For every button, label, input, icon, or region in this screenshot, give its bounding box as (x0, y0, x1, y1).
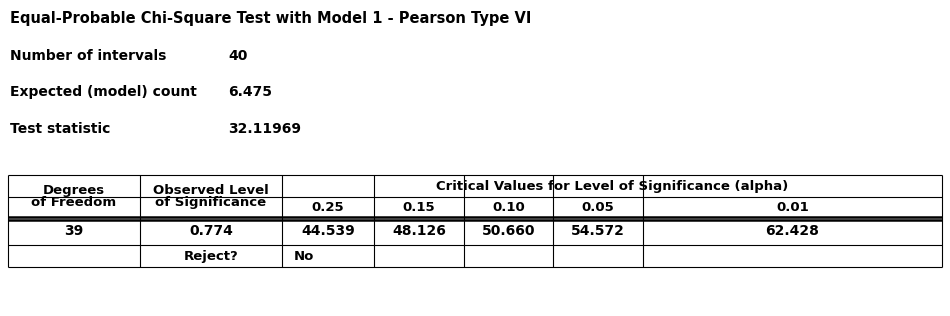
Text: 0.05: 0.05 (581, 201, 615, 214)
Text: No: No (294, 250, 314, 263)
Text: 48.126: 48.126 (392, 224, 446, 238)
Text: Critical Values for Level of Significance (alpha): Critical Values for Level of Significanc… (436, 180, 788, 193)
Text: 50.660: 50.660 (482, 224, 535, 238)
Text: 6.475: 6.475 (228, 85, 272, 99)
Text: of Significance: of Significance (156, 196, 267, 210)
Text: Reject?: Reject? (183, 250, 238, 263)
Text: of Freedom: of Freedom (31, 196, 117, 210)
Text: 0.10: 0.10 (492, 201, 524, 214)
Text: Equal-Probable Chi-Square Test with Model 1 - Pearson Type VI: Equal-Probable Chi-Square Test with Mode… (10, 11, 531, 26)
Text: 0.25: 0.25 (312, 201, 344, 214)
Text: Degrees: Degrees (43, 184, 105, 198)
Text: 54.572: 54.572 (571, 224, 625, 238)
Text: 32.11969: 32.11969 (228, 122, 301, 136)
Text: 62.428: 62.428 (766, 224, 820, 238)
Text: Number of intervals: Number of intervals (10, 49, 166, 63)
Text: 44.539: 44.539 (301, 224, 355, 238)
Text: 40: 40 (228, 49, 247, 63)
Text: Observed Level: Observed Level (153, 184, 269, 198)
Text: Test statistic: Test statistic (10, 122, 110, 136)
Text: 39: 39 (65, 224, 84, 238)
Text: 0.15: 0.15 (403, 201, 435, 214)
Text: 0.01: 0.01 (776, 201, 808, 214)
Text: 0.774: 0.774 (189, 224, 233, 238)
Text: Expected (model) count: Expected (model) count (10, 85, 197, 99)
